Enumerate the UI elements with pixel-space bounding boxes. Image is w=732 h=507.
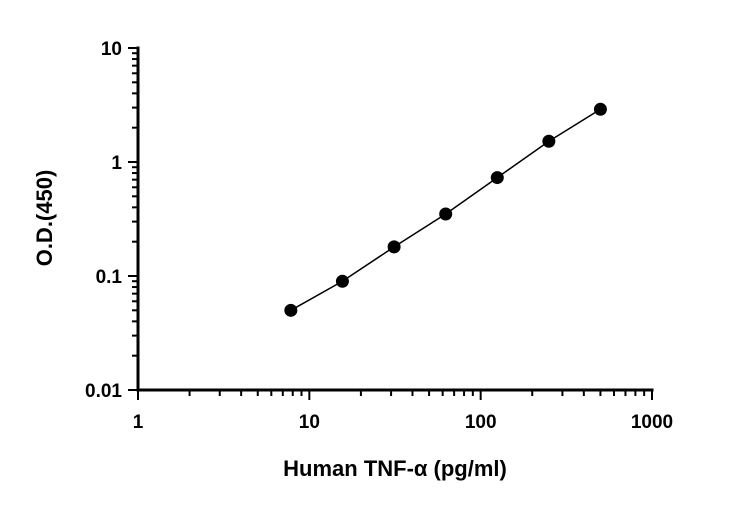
data-point [284, 303, 298, 317]
data-point [593, 102, 607, 116]
y-tick-label: 0.1 [96, 267, 123, 288]
axes [128, 46, 654, 400]
data-point [542, 134, 556, 148]
data-point [490, 171, 504, 185]
data-point [439, 207, 453, 221]
data-point [335, 274, 349, 288]
y-tick-labels: 0.01 0.1 1 10 [85, 39, 122, 402]
x-tick-label: 1 [133, 412, 144, 433]
x-tick-label: 1000 [631, 412, 673, 433]
x-tick-label: 100 [465, 412, 497, 433]
y-tick-label: 0.01 [85, 381, 122, 402]
y-axis-title: O.D.(450) [32, 170, 57, 267]
data-point [387, 240, 401, 254]
data-points [284, 102, 607, 317]
x-tick-label: 10 [299, 412, 320, 433]
y-tick-label: 10 [101, 39, 122, 60]
x-tick-labels: 1 10 100 1000 [133, 412, 673, 433]
y-tick-label: 1 [111, 153, 122, 174]
x-axis-title: Human TNF-α (pg/ml) [283, 456, 507, 481]
